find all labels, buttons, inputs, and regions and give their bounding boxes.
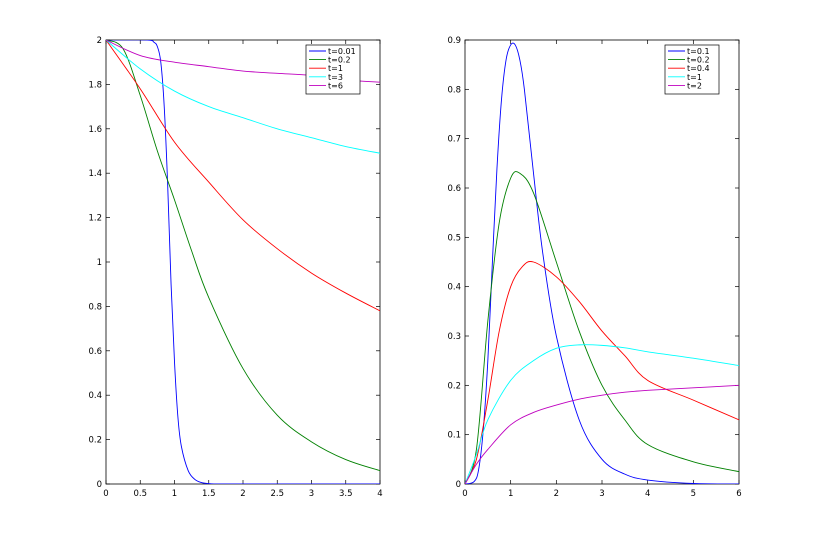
legend-label: t=1 — [687, 73, 702, 82]
y-tick-label: 1.8 — [88, 80, 102, 90]
x-tick-label: 3 — [599, 489, 604, 499]
plot-area — [464, 39, 740, 485]
legend-label: t=0.01 — [328, 47, 356, 56]
y-tick-label: 0.4 — [88, 391, 102, 401]
y-tick-label: 0.6 — [88, 347, 102, 357]
series-line-t-0.2 — [465, 171, 739, 484]
y-tick-label: 1 — [97, 258, 102, 268]
x-tick-label: 1 — [508, 489, 513, 499]
x-tick-label: 1.5 — [202, 489, 216, 499]
x-tick-label: 3.5 — [339, 489, 353, 499]
series-line-t-2 — [465, 384, 739, 484]
plot-area — [105, 39, 381, 485]
y-tick-label: 0.2 — [447, 381, 461, 391]
x-tick-label: 5 — [691, 489, 696, 499]
y-tick-label: 0.3 — [447, 332, 461, 342]
legend: t=0.01t=0.2t=1t=3t=6 — [305, 44, 361, 95]
x-tick-label: 2.5 — [270, 489, 284, 499]
x-tick-label: 0 — [462, 489, 467, 499]
y-tick-label: 0.6 — [447, 184, 461, 194]
x-tick-label: 6 — [736, 489, 741, 499]
y-tick-label: 0 — [456, 480, 461, 490]
y-tick-label: 0 — [97, 480, 102, 490]
legend-label: t=3 — [328, 73, 343, 82]
legend-label: t=0.2 — [328, 56, 351, 65]
y-tick-label: 0.4 — [447, 283, 461, 293]
y-tick-label: 0.9 — [447, 36, 461, 46]
series-line-t-0.1 — [465, 42, 739, 484]
y-tick-label: 0.5 — [447, 233, 461, 243]
x-tick-label: 0 — [103, 489, 108, 499]
series-line-t-1 — [106, 40, 380, 312]
series-line-t-1 — [465, 344, 739, 484]
legend-label: t=2 — [687, 81, 702, 90]
series-line-t-0.2 — [106, 40, 380, 472]
x-tick-label: 2 — [554, 489, 559, 499]
y-tick-label: 0.2 — [88, 436, 102, 446]
y-tick-label: 0.8 — [88, 302, 102, 312]
x-tick-label: 0.5 — [133, 489, 147, 499]
legend-label: t=0.2 — [687, 56, 710, 65]
legend-label: t=0.1 — [687, 47, 710, 56]
series-line-t-0.4 — [465, 261, 739, 484]
legend: t=0.1t=0.2t=0.4t=1t=2 — [664, 44, 720, 95]
chart-2: 0 1 2 3 4 5 6 0 0.1 0.2 0.3 0.4 0.5 0.6 0.7 0.8 0.9 t=0.1… — [447, 36, 741, 499]
series-line-t-3 — [106, 40, 380, 154]
y-tick-label: 1.2 — [88, 214, 102, 224]
y-tick-label: 0.8 — [447, 85, 461, 95]
x-tick-label: 4 — [377, 489, 382, 499]
chart-1: 0 0.5 1 1.5 2 2.5 3 3.5 4 0 0.2 0.4 0.6 0.8 1 1.2 1.4 1.6… — [88, 36, 382, 499]
y-tick-label: 2 — [97, 36, 102, 46]
x-tick-label: 4 — [645, 489, 650, 499]
x-tick-label: 1 — [172, 489, 177, 499]
y-tick-label: 1.6 — [88, 125, 102, 135]
series-line-t-0.01 — [106, 40, 380, 484]
y-tick-label: 0.7 — [447, 135, 461, 145]
x-tick-label: 3 — [309, 489, 314, 499]
y-tick-label: 1.4 — [88, 169, 102, 179]
legend-label: t=6 — [328, 81, 343, 90]
y-tick-label: 0.1 — [447, 431, 461, 441]
legend-label: t=1 — [328, 64, 343, 73]
legend-label: t=0.4 — [687, 64, 710, 73]
x-tick-label: 2 — [240, 489, 245, 499]
